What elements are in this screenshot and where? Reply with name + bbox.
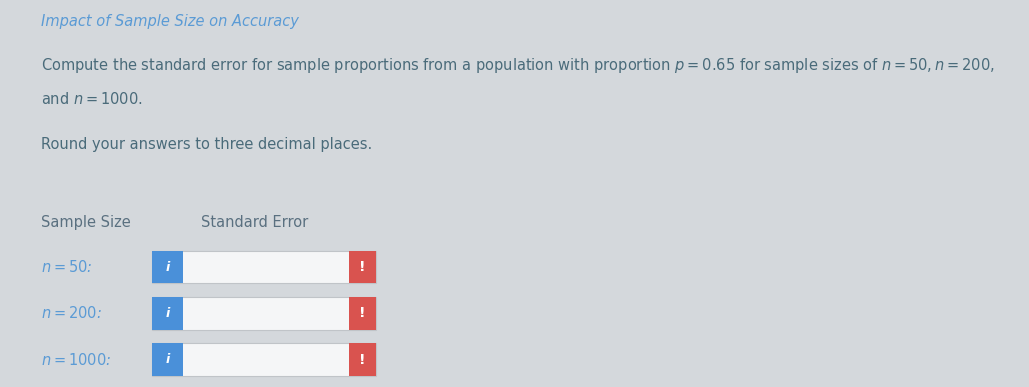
Text: Standard Error: Standard Error xyxy=(201,215,308,230)
Bar xyxy=(152,344,183,376)
Text: Impact of Sample Size on Accuracy: Impact of Sample Size on Accuracy xyxy=(41,14,299,29)
Text: i: i xyxy=(166,307,170,320)
Text: Sample Size: Sample Size xyxy=(41,215,131,230)
Text: !: ! xyxy=(359,307,365,320)
Bar xyxy=(152,251,376,283)
Text: $n = 50$:: $n = 50$: xyxy=(41,259,93,275)
Text: i: i xyxy=(166,260,170,274)
Bar xyxy=(349,251,376,283)
Bar xyxy=(152,297,183,330)
Bar xyxy=(349,297,376,330)
Bar xyxy=(152,344,376,376)
Bar xyxy=(349,344,376,376)
Text: Compute the standard error for sample proportions from a population with proport: Compute the standard error for sample pr… xyxy=(41,56,995,75)
Text: !: ! xyxy=(359,353,365,367)
Text: Round your answers to three decimal places.: Round your answers to three decimal plac… xyxy=(41,137,372,152)
Text: !: ! xyxy=(359,260,365,274)
Text: $n = 1000$:: $n = 1000$: xyxy=(41,352,111,368)
Bar xyxy=(152,297,376,330)
Text: $n = 200$:: $n = 200$: xyxy=(41,305,102,322)
Text: i: i xyxy=(166,353,170,366)
Text: and $n = 1000$.: and $n = 1000$. xyxy=(41,91,143,107)
Bar xyxy=(152,251,183,283)
